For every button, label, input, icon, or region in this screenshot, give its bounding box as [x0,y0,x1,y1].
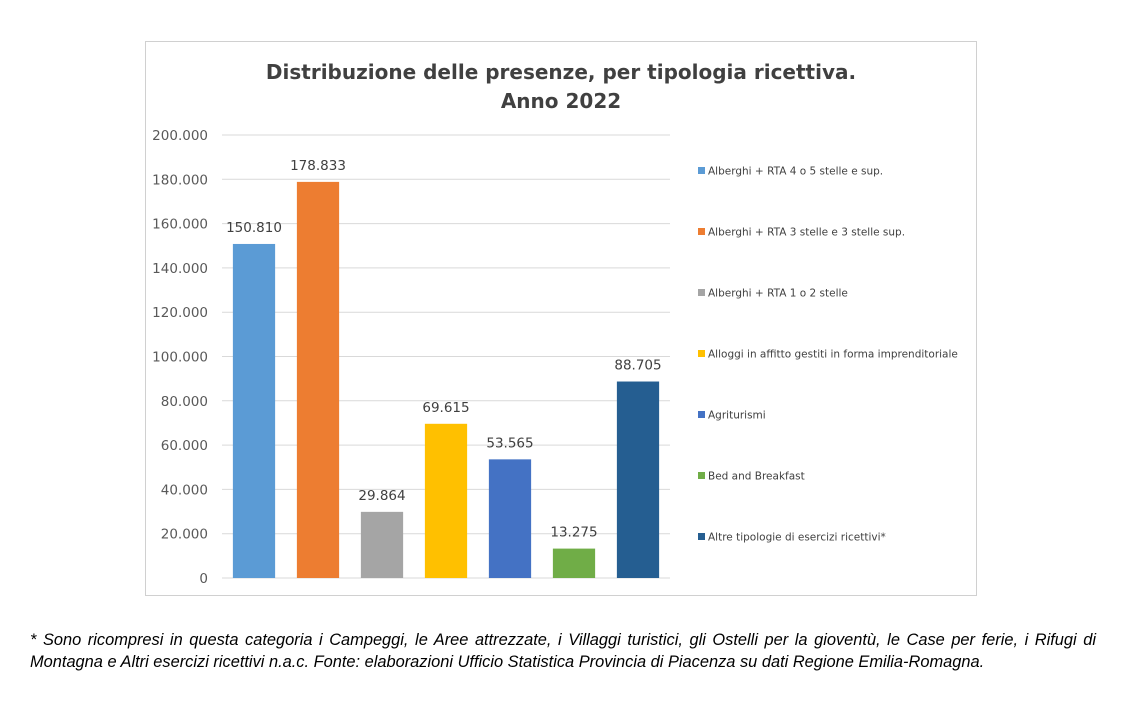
bar [616,381,660,578]
legend-swatch [698,533,705,540]
bar [232,243,276,578]
legend-swatch [698,472,705,479]
bar [424,423,468,578]
legend-label: Alberghi + RTA 1 o 2 stelle [708,288,848,300]
bar [360,511,404,578]
y-tick-label: 180.000 [152,172,208,188]
legend-swatch [698,228,705,235]
legend-label: Alberghi + RTA 4 o 5 stelle e sup. [708,166,883,178]
y-tick-label: 160.000 [152,217,208,233]
y-tick-label: 100.000 [152,350,208,366]
bar [296,181,340,579]
legend-label: Altre tipologie di esercizi ricettivi* [708,532,886,544]
legend-label: Bed and Breakfast [708,471,805,483]
y-tick-label: 140.000 [152,261,208,277]
y-tick-label: 20.000 [161,527,208,543]
legend-label: Alloggi in affitto gestiti in forma impr… [708,349,958,361]
bar [488,459,532,578]
legend-swatch [698,350,705,357]
y-tick-label: 120.000 [152,305,208,321]
data-label: 53.565 [486,435,533,451]
y-tick-label: 40.000 [161,482,208,498]
chart-title-line-2: Anno 2022 [500,89,622,113]
legend-swatch [698,411,705,418]
data-label: 13.275 [550,525,597,541]
legend-swatch [698,167,705,174]
data-label: 150.810 [226,220,282,236]
data-label: 69.615 [422,400,469,416]
bar [552,548,596,578]
y-tick-label: 60.000 [161,438,208,454]
y-tick-label: 200.000 [152,128,208,144]
chart-frame [145,41,977,596]
data-label: 88.705 [614,358,661,374]
legend-swatch [698,289,705,296]
legend-label: Alberghi + RTA 3 stelle e 3 stelle sup. [708,227,905,239]
chart-title: Distribuzione delle presenze, per tipolo… [145,58,977,116]
bar-chart: 0 20.000 40.000 60.000 80.000 100.000 120.000 1… [152,128,958,587]
y-tick-label: 0 [199,571,208,587]
legend-label: Agriturismi [708,410,766,422]
data-label: 178.833 [290,158,346,174]
data-label: 29.864 [358,488,405,504]
y-tick-label: 80.000 [161,394,208,410]
chart-title-line-1: Distribuzione delle presenze, per tipolo… [265,60,857,84]
footnote: * Sono ricompresi in questa categoria i … [30,631,1096,671]
